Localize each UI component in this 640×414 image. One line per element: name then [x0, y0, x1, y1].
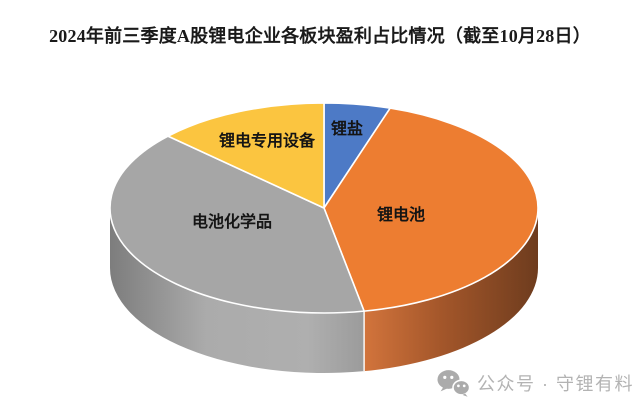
pie-slice-side-1 [364, 208, 538, 372]
pie-slice-label-3: 锂电专用设备 [219, 131, 316, 150]
watermark-text: 公众号 · 守锂有料 [477, 374, 634, 394]
pie-slice-label-0: 锂盐 [331, 119, 363, 138]
pie-slice-side-2 [110, 208, 365, 373]
pie-slice-2 [109, 135, 365, 314]
watermark: 公众号 · 守锂有料 [436, 369, 634, 397]
pie-slice-label-1: 锂电池 [377, 205, 425, 224]
pie-slice-3 [167, 102, 325, 209]
chart-title: 2024年前三季度A股锂电企业各板块盈利占比情况（截至10月28日） [49, 26, 591, 46]
wechat-icon [437, 370, 470, 397]
pie-slice-1 [323, 107, 539, 312]
pie-slice-label-2: 电池化学品 [192, 212, 272, 231]
